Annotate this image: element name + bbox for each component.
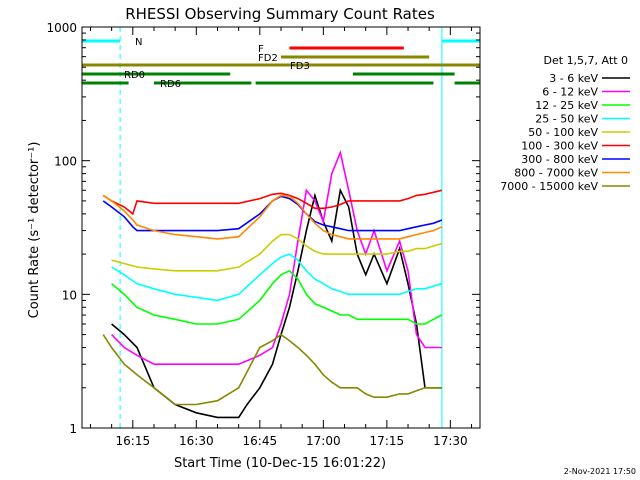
mode-label-fd3: FD3 (290, 61, 310, 72)
legend-entry-label: 7000 - 15000 keV (500, 180, 598, 193)
chart-title: RHESSI Observing Summary Count Rates (125, 5, 435, 23)
y-tick-label: 1000 (46, 21, 77, 35)
x-tick-label: 17:15 (370, 434, 405, 448)
axes: 1 10 100 1000 16:15 16:30 16:45 17:00 17:15 17:30 (46, 21, 481, 448)
legend-entry-label: 3 - 6 keV (549, 72, 598, 85)
x-tick-label: 16:45 (243, 434, 278, 448)
y-tick-label: 10 (62, 288, 77, 302)
plot-frame (81, 26, 481, 429)
x-tick-label: 16:15 (116, 434, 151, 448)
mode-label-f: F (258, 44, 264, 55)
legend-entry-label: 300 - 800 keV (521, 153, 598, 166)
y-axis-label: Count Rate (s⁻¹ detector⁻¹) (27, 142, 42, 319)
series-line-25-50-kev (111, 253, 443, 302)
y-tick-label: 100 (54, 155, 77, 169)
legend-entry-label: 100 - 300 keV (521, 140, 598, 153)
y-tick-label: 1 (69, 422, 77, 436)
series-line-100-300-kev (102, 189, 443, 216)
series-line-50-100-kev (111, 233, 443, 272)
legend-entry-label: 25 - 50 keV (535, 113, 598, 126)
series-line-3-6-kev (111, 187, 442, 419)
x-tick-label: 17:00 (306, 434, 341, 448)
date-stamp: 2-Nov-2021 17:50 (564, 467, 636, 476)
series-line-6-12-kev (111, 149, 442, 366)
legend-entry-label: 12 - 25 keV (535, 99, 598, 112)
legend-entry-label: 50 - 100 keV (528, 126, 598, 139)
series-line-12-25-kev (111, 269, 443, 325)
x-axis-label: Start Time (10-Dec-15 16:01:22) (174, 456, 386, 471)
series-line-800-7000-kev (102, 194, 443, 240)
series-line-7000-15000-kev (102, 333, 442, 406)
mode-label-fd2: FD2 (258, 53, 278, 64)
mode-label-n: N (135, 37, 142, 48)
plot-area (81, 27, 481, 428)
legend-entry-label: 6 - 12 keV (542, 86, 598, 99)
mode-label-rd0: RD0 (124, 70, 145, 81)
x-tick-label: 17:30 (433, 434, 468, 448)
legend-entry-label: 800 - 7000 keV (514, 167, 598, 180)
mode-label-rd6: RD6 (160, 79, 181, 90)
x-tick-label: 16:30 (179, 434, 214, 448)
legend-title: Det 1,5,7, Att 0 (544, 54, 628, 67)
